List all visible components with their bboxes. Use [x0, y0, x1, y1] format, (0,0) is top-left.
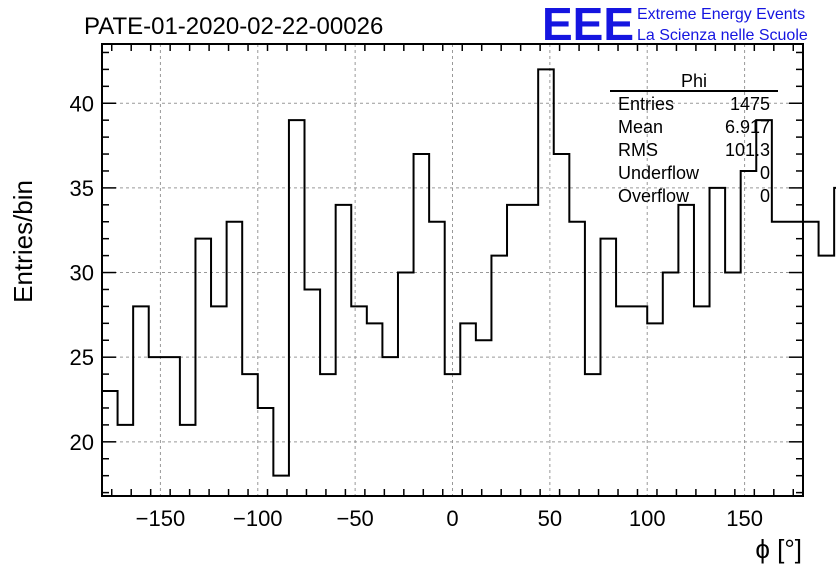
- y-tick-label: 25: [70, 345, 94, 370]
- x-tick-label: 150: [726, 506, 763, 531]
- logo-line-1: Extreme Energy Events: [637, 6, 805, 23]
- logo-line-2: La Scienza nelle Scuole: [637, 27, 808, 44]
- x-tick-label: −50: [336, 506, 373, 531]
- chart-title: PATE-01-2020-02-22-00026: [84, 13, 383, 40]
- stats-row-value: 0: [760, 186, 770, 206]
- y-tick-label: 35: [70, 176, 94, 201]
- stats-row-label: Entries: [618, 94, 674, 114]
- eee-logo: EEE Extreme Energy Events La Scienza nel…: [542, 0, 808, 50]
- tick-labels: −150 −100 −50 0 50 100 150 20 25 30 35 40: [70, 91, 763, 531]
- stats-row-label: Overflow: [618, 186, 690, 206]
- logo-letters: EEE: [542, 0, 634, 50]
- x-tick-label: 100: [629, 506, 666, 531]
- x-tick-label: 50: [538, 506, 562, 531]
- stats-box: Phi Entries 1475 Mean 6.917 RMS 101.3 Underflo…: [610, 71, 778, 206]
- y-axis-title: Entries/bin: [8, 180, 38, 303]
- plot-frame: [101, 43, 804, 497]
- stats-row-value: 0: [760, 163, 770, 183]
- histogram-outline: [102, 68, 836, 477]
- y-tick-label: 40: [70, 91, 94, 116]
- x-tick-label: −150: [136, 506, 186, 531]
- stats-row-label: Underflow: [618, 163, 700, 183]
- stats-row-label: RMS: [618, 140, 658, 160]
- x-tick-label: 0: [446, 506, 458, 531]
- stats-row-label: Mean: [618, 117, 663, 137]
- x-tick-label: −100: [233, 506, 283, 531]
- grid-lines: [102, 44, 803, 496]
- y-tick-label: 20: [70, 430, 94, 455]
- stats-box-title: Phi: [681, 71, 707, 91]
- y-tick-label: 30: [70, 261, 94, 286]
- stats-row-value: 101.3: [725, 140, 770, 160]
- stats-row-value: 6.917: [725, 117, 770, 137]
- x-axis-title: ϕ [°]: [755, 534, 802, 564]
- axis-ticks: [102, 44, 803, 496]
- stats-row-value: 1475: [730, 94, 770, 114]
